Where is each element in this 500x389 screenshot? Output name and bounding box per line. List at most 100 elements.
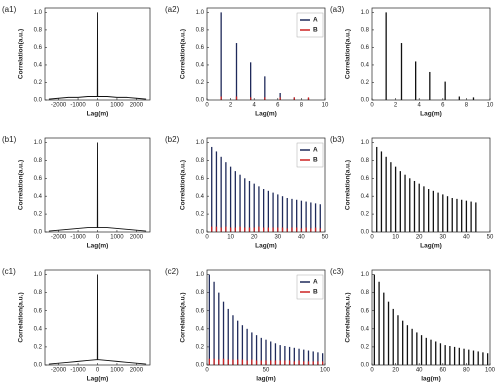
x-tick-label: 20	[416, 235, 423, 241]
panel-label: (c2)	[165, 267, 179, 276]
y-tick-label: 0.4	[196, 326, 205, 332]
axes-frame	[206, 137, 326, 233]
x-tick-label: 0	[370, 235, 374, 241]
y-tick-label: 0.8	[34, 290, 43, 296]
legend-label: A	[313, 147, 318, 154]
x-tick-label: 50	[322, 235, 329, 241]
x-tick-label: 8	[300, 103, 304, 109]
y-tick-label: 0.0	[361, 230, 370, 236]
y-tick-label: 0.2	[34, 80, 43, 86]
panel-label: (a2)	[165, 5, 180, 14]
y-tick-label: 0.0	[196, 98, 205, 104]
axes-frame	[44, 7, 151, 101]
y-tick-label: 0.4	[361, 63, 370, 69]
x-tick-label: -1000	[70, 235, 86, 241]
y-tick-label: 1.0	[361, 10, 370, 16]
y-tick-label: 0.8	[361, 158, 370, 164]
x-tick-label: 0	[96, 368, 100, 374]
y-axis-label: Correlation(a.u.)	[180, 292, 187, 342]
y-tick-label: 0.6	[196, 45, 205, 51]
y-tick-label: 0.2	[34, 344, 43, 350]
y-tick-label: 0.8	[361, 27, 370, 33]
x-axis-label: lag(m)	[421, 376, 441, 383]
legend-box	[296, 12, 324, 38]
y-tick-label: 0.2	[196, 344, 205, 350]
y-tick-label: 0.2	[361, 212, 370, 218]
x-tick-label: 10	[227, 235, 234, 241]
x-tick-label: -1000	[70, 103, 86, 109]
x-tick-label: -1000	[70, 368, 86, 374]
x-tick-label: 40	[463, 235, 470, 241]
x-tick-label: 4	[253, 103, 257, 109]
axes-frame	[44, 137, 151, 233]
y-tick-label: 1.0	[361, 140, 370, 146]
y-tick-label: 1.0	[196, 272, 205, 278]
y-tick-label: 0.2	[196, 80, 205, 86]
x-tick-label: 60	[439, 368, 446, 374]
x-tick-label: 0	[96, 235, 100, 241]
y-tick-label: 1.0	[34, 272, 43, 278]
y-tick-label: 0.4	[361, 194, 370, 200]
x-tick-label: 50	[263, 368, 270, 374]
y-tick-label: 0.8	[196, 290, 205, 296]
x-axis-label: Lag(m)	[87, 111, 109, 118]
axes-frame	[206, 269, 326, 366]
x-tick-label: 4	[418, 103, 422, 109]
x-tick-label: 0	[96, 103, 100, 109]
y-tick-label: 0.8	[196, 158, 205, 164]
panel-label: (c3)	[330, 267, 344, 276]
y-tick-label: 0.6	[361, 308, 370, 314]
y-tick-label: 0.8	[34, 27, 43, 33]
y-tick-label: 0.0	[34, 363, 43, 369]
x-tick-label: 0	[205, 235, 209, 241]
x-tick-label: 2000	[130, 103, 144, 109]
y-axis-label: Correlation(a.u.)	[180, 29, 187, 79]
y-axis-label: Correlation(a.u.)	[345, 29, 352, 79]
x-tick-label: 50	[487, 235, 494, 241]
y-tick-label: 0.6	[196, 176, 205, 182]
data-line	[48, 12, 147, 100]
x-axis-label: Lag(m)	[87, 376, 109, 383]
y-axis-label: Correlation(a.u.)	[345, 160, 352, 210]
y-tick-label: 0.2	[196, 212, 205, 218]
y-tick-label: 0.6	[34, 45, 43, 51]
x-tick-label: 30	[274, 235, 281, 241]
y-tick-label: 0.8	[34, 158, 43, 164]
y-tick-label: 1.0	[196, 10, 205, 16]
x-tick-label: 10	[392, 235, 399, 241]
y-tick-label: 0.0	[34, 230, 43, 236]
y-tick-label: 0.4	[361, 326, 370, 332]
x-tick-label: -2000	[51, 103, 67, 109]
x-axis-label: Lag(m)	[255, 243, 277, 250]
panel-label: (c1)	[2, 267, 16, 276]
y-tick-label: 0.0	[196, 230, 205, 236]
x-axis-label: lag(m)	[256, 376, 276, 383]
x-tick-label: 2	[394, 103, 398, 109]
y-tick-label: 0.4	[196, 63, 205, 69]
x-tick-label: 20	[251, 235, 258, 241]
y-tick-label: 0.0	[361, 363, 370, 369]
axes-frame	[206, 7, 326, 101]
x-tick-label: 20	[392, 368, 399, 374]
legend-label: A	[313, 17, 318, 24]
panel-label: (a1)	[2, 5, 17, 14]
x-tick-label: 2	[229, 103, 233, 109]
legend-box	[296, 274, 324, 300]
y-tick-label: 0.2	[361, 344, 370, 350]
y-axis-label: Correlation(a.u.)	[345, 292, 352, 342]
x-tick-label: 1000	[110, 368, 124, 374]
x-tick-label: 0	[370, 103, 374, 109]
x-tick-label: 40	[298, 235, 305, 241]
y-tick-label: 0.4	[34, 194, 43, 200]
y-tick-label: 0.6	[196, 308, 205, 314]
legend-label: A	[313, 279, 318, 286]
y-axis-label: Correlation(a.u.)	[18, 29, 25, 79]
y-tick-label: 0.8	[196, 27, 205, 33]
y-tick-label: 0.0	[196, 363, 205, 369]
axes-frame	[371, 137, 491, 233]
panel-label: (a3)	[330, 5, 345, 14]
panel-label: (b2)	[165, 135, 180, 144]
y-tick-label: 0.6	[361, 176, 370, 182]
x-tick-label: 80	[463, 368, 470, 374]
